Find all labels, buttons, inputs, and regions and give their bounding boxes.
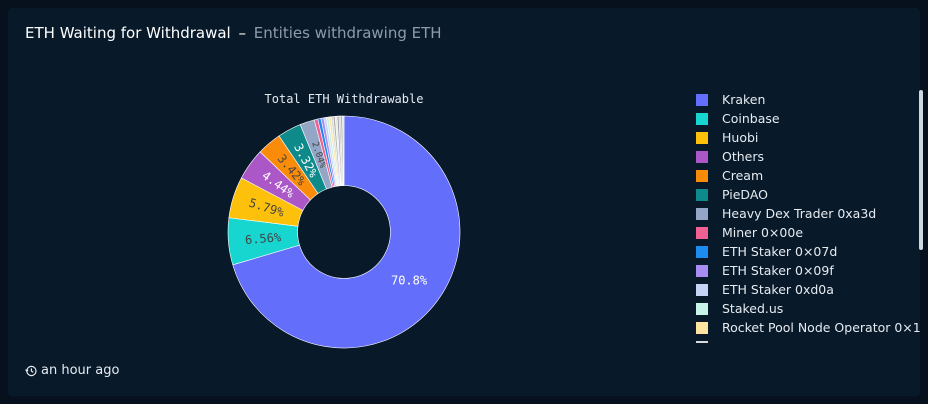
legend-label: ETH Staker 0xd0a (722, 282, 834, 297)
legend-item[interactable]: PieDAO (694, 185, 920, 204)
chart-title: Total ETH Withdrawable (265, 92, 424, 106)
legend-swatch (696, 131, 708, 144)
legend-swatch (696, 283, 708, 296)
legend[interactable]: Kraken Coinbase Huobi Others Cream PieDAO Heav… (694, 90, 920, 343)
legend-item[interactable]: ETH Staker 0×09f (694, 261, 920, 280)
legend-item[interactable]: Kraken (694, 90, 920, 109)
card-title: ETH Waiting for Withdrawal (25, 24, 231, 42)
pie-slice[interactable] (342, 115, 345, 186)
legend-item[interactable]: ETH Staker 0×07d (694, 242, 920, 261)
legend-swatch (696, 207, 708, 220)
legend-swatch (696, 321, 708, 334)
legend-label: ETH Staker 0×09f (722, 263, 834, 278)
legend-label: Miner 0×00e (722, 225, 804, 240)
slice-label: 6.56% (244, 230, 282, 247)
legend-item[interactable] (694, 337, 920, 343)
legend-label: ETH Staker 0×07d (722, 244, 838, 259)
legend-label: Others (722, 149, 765, 164)
legend-swatch (696, 93, 708, 106)
legend-swatch (696, 188, 708, 201)
legend-item[interactable]: Miner 0×00e (694, 223, 920, 242)
legend-swatch (696, 245, 708, 258)
legend-swatch (696, 169, 708, 182)
legend-item[interactable]: ETH Staker 0xd0a (694, 280, 920, 299)
last-updated-text: an hour ago (41, 363, 120, 378)
legend-swatch (696, 264, 708, 277)
pie-chart: Total ETH Withdrawable 70.8%6.56%5.79%4.… (227, 92, 461, 349)
legend-label: Rocket Pool Node Operator 0×1f8 (722, 320, 920, 335)
card-subtitle: Entities withdrawing ETH (253, 24, 442, 42)
legend-item[interactable]: Rocket Pool Node Operator 0×1f8 (694, 318, 920, 337)
legend-swatch (696, 150, 708, 163)
chart-card: ETH Waiting for Withdrawal – Entities wi… (8, 8, 923, 396)
legend-swatch (696, 340, 708, 343)
pie-slice[interactable] (232, 115, 461, 349)
legend-item[interactable]: Cream (694, 166, 920, 185)
legend-item[interactable]: Others (694, 147, 920, 166)
legend-label: PieDAO (722, 187, 769, 202)
legend-label: Cream (722, 168, 764, 183)
legend-swatch (696, 226, 708, 239)
card-header: ETH Waiting for Withdrawal – Entities wi… (25, 24, 442, 42)
legend-label: Huobi (722, 130, 759, 145)
legend-item[interactable]: Staked.us (694, 299, 920, 318)
history-icon (25, 365, 37, 376)
legend-swatch (696, 112, 708, 125)
legend-label: Kraken (722, 92, 766, 107)
legend-swatch (696, 302, 708, 315)
slice-label: 70.8% (391, 274, 428, 288)
legend-label: Coinbase (722, 111, 780, 126)
legend-item[interactable]: Heavy Dex Trader 0xa3d (694, 204, 920, 223)
title-separator: – (238, 24, 247, 42)
legend-item[interactable]: Coinbase (694, 109, 920, 128)
legend-scrollbar[interactable] (919, 90, 923, 250)
pie-slices (227, 115, 461, 349)
last-updated: an hour ago (25, 363, 119, 378)
legend-item[interactable]: Huobi (694, 128, 920, 147)
legend-label: Heavy Dex Trader 0xa3d (722, 206, 877, 221)
legend-label: Staked.us (722, 301, 784, 316)
